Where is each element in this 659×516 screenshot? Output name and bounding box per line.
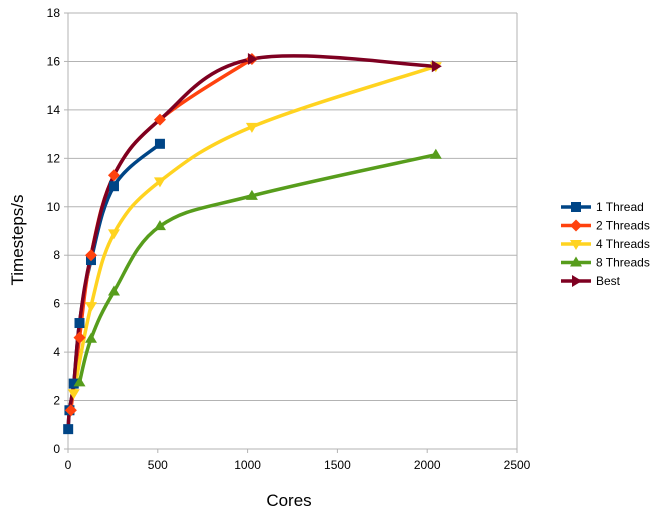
x-tick-label-2500: 2500 <box>504 458 531 472</box>
y-axis-ticks: 0 2 4 6 8 10 12 14 16 18 <box>47 6 68 456</box>
data-point-4-threads-0 <box>67 389 80 400</box>
data-point-4-threads-1 <box>84 302 97 313</box>
x-tick-label-2000: 2000 <box>414 458 441 472</box>
data-point-4-threads-4 <box>245 122 258 133</box>
data-point-2-threads-4 <box>153 113 166 126</box>
data-point-8-threads-2 <box>107 285 120 296</box>
y-axis-title: Timesteps/s <box>8 194 27 285</box>
data-point-8-threads-1 <box>84 332 97 343</box>
legend-label-8-threads: 8 Threads <box>596 256 650 270</box>
legend-label-1-thread: 1 Thread <box>596 200 644 214</box>
y-tick-label-10: 10 <box>47 200 61 214</box>
data-point-2-threads-1 <box>73 331 86 344</box>
y-tick-label-2: 2 <box>53 394 60 408</box>
data-point-1-thread-0 <box>63 424 74 435</box>
y-tick-label-6: 6 <box>53 297 60 311</box>
data-point-best-7 <box>247 53 258 66</box>
data-point-1-thread-6 <box>154 138 165 149</box>
data-point-2-threads-2 <box>84 249 97 262</box>
legend-marker-2-threads <box>570 219 582 232</box>
series-line-8-threads <box>77 152 438 385</box>
y-tick-label-4: 4 <box>53 345 60 359</box>
data-point-2-threads-0 <box>64 404 77 417</box>
legend-marker-8-threads <box>570 256 582 267</box>
series-line-4-threads <box>72 64 438 396</box>
legend-label-4-threads: 4 Threads <box>596 237 650 251</box>
data-point-1-thread-5 <box>108 181 119 192</box>
x-tick-label-500: 500 <box>148 458 168 472</box>
data-point-4-threads-3 <box>153 177 166 188</box>
x-tick-label-1000: 1000 <box>234 458 261 472</box>
data-point-8-threads-0 <box>73 376 86 387</box>
data-point-8-threads-4 <box>245 189 258 200</box>
data-point-1-thread-3 <box>74 318 85 329</box>
y-tick-label-8: 8 <box>53 248 60 262</box>
legend: 1 Thread 2 Threads 4 Threads 8 Threads Best <box>561 200 650 288</box>
legend-label-best: Best <box>596 274 621 288</box>
legend-marker-1-thread <box>571 202 581 212</box>
x-tick-label-0: 0 <box>65 458 72 472</box>
x-axis-title: Cores <box>266 491 311 510</box>
x-tick-label-1500: 1500 <box>324 458 351 472</box>
y-tick-label-14: 14 <box>47 103 61 117</box>
data-point-2-threads-3 <box>107 169 120 182</box>
legend-marker-best <box>572 275 582 287</box>
y-tick-label-0: 0 <box>53 442 60 456</box>
y-tick-label-18: 18 <box>47 6 61 20</box>
series-line-best <box>66 54 438 431</box>
series-markers <box>63 53 442 435</box>
data-point-4-threads-2 <box>107 229 120 240</box>
axes <box>67 13 518 450</box>
data-point-8-threads-5 <box>429 148 442 159</box>
y-tick-label-16: 16 <box>47 54 61 68</box>
series-lines <box>66 54 438 431</box>
x-axis-ticks: 0 500 1000 1500 2000 2500 <box>65 449 531 472</box>
data-point-1-thread-2 <box>68 378 79 389</box>
data-point-best-8 <box>431 60 442 73</box>
data-point-8-threads-3 <box>153 220 166 231</box>
legend-marker-4-threads <box>570 240 582 250</box>
legend-label-2-threads: 2 Threads <box>596 219 650 233</box>
y-tick-label-12: 12 <box>47 151 61 165</box>
grid-lines <box>68 12 517 450</box>
